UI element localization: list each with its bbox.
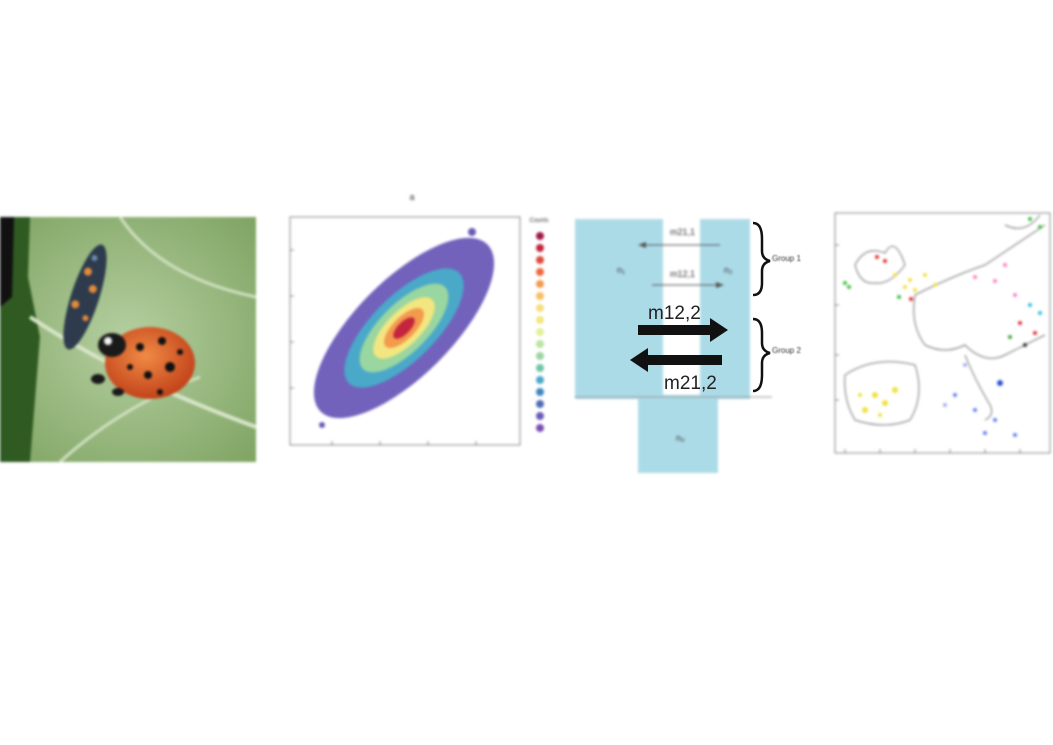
population-box-1: [575, 219, 663, 399]
outlier-point: [319, 422, 325, 428]
pop-label-1: n₁: [617, 265, 625, 275]
group-2-label: Group 2: [772, 346, 801, 355]
coastline-mainland: [913, 224, 1046, 359]
label-m21-1: m21,1: [670, 227, 695, 237]
coastline-italy: [964, 354, 993, 421]
europe-map-panel: [815, 205, 1053, 475]
coastline-iberia: [844, 361, 920, 426]
migration-diagram-svg: n₁ n₂ n₀ m21,1 m12,1 m12,2 m21,2: [575, 219, 772, 473]
density-scatter-plot: a Counts: [289, 192, 549, 446]
arrow-m12-2-head: [710, 318, 728, 342]
label-m21-2: m21,2: [664, 373, 717, 394]
arrow-m12-2: [638, 325, 710, 335]
coastline-scandinavia: [1004, 214, 1041, 229]
migration-diagram: n₁ n₂ n₀ m21,1 m12,1 m12,2 m21,2 Group 1…: [572, 215, 808, 477]
population-box-3: [638, 395, 718, 473]
group-1-label: Group 1: [772, 254, 801, 263]
ladybird-photo: [0, 216, 257, 464]
brace-group-2: [752, 317, 771, 393]
arrow-m21-2-head: [630, 348, 648, 372]
population-box-2: [700, 219, 750, 399]
ladybird-photo-illustration: [0, 216, 257, 464]
coastline-uk: [854, 245, 906, 284]
pop-label-2: n₂: [724, 265, 733, 275]
axis-ticks: [290, 249, 477, 445]
map-axis-ticks: [835, 244, 1021, 453]
density-layer-core: [393, 317, 415, 339]
europe-map: [834, 212, 1051, 454]
arrow-m21-1-head: [638, 242, 646, 248]
label-m12-2: m12,2: [648, 303, 701, 324]
map-frame: [834, 212, 1051, 454]
arrow-m21-2: [648, 355, 722, 365]
density-scatter-panel: a Counts: [262, 190, 580, 480]
outlier-point: [468, 228, 476, 236]
colorbar: [536, 232, 544, 432]
sample-points: [843, 217, 1042, 437]
pop-label-ancestral: n₀: [676, 433, 685, 443]
label-m12-1: m12,1: [670, 269, 695, 279]
arrow-m12-1-head: [716, 282, 724, 288]
panel-letter: a: [409, 192, 414, 202]
brace-group-1: [752, 221, 771, 297]
colorbar-title: Counts: [529, 218, 548, 224]
